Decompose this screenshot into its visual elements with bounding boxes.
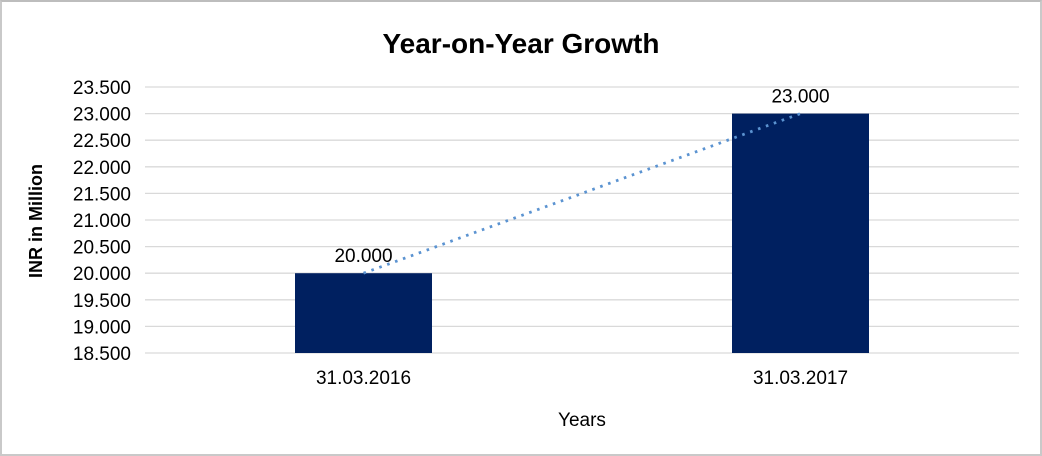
y-tick-label: 23.500 (73, 78, 131, 99)
trendline-layer (363, 112, 801, 275)
bar (732, 113, 869, 353)
bar (295, 273, 432, 353)
x-tick-label: 31.03.2016 (316, 368, 411, 389)
data-label: 20.000 (334, 246, 392, 267)
y-tick-label: 19.500 (73, 291, 131, 312)
x-axis-title: Years (558, 410, 606, 431)
chart-title: Year-on-Year Growth (383, 28, 660, 59)
y-tick-label: 23.000 (73, 105, 131, 126)
y-tick-label: 22.000 (73, 158, 131, 179)
y-tick-label: 22.500 (73, 131, 131, 152)
y-tick-label: 19.000 (73, 317, 131, 338)
y-tick-label: 21.500 (73, 184, 131, 205)
data-label: 23.000 (771, 87, 829, 108)
y-tick-label: 20.000 (73, 264, 131, 285)
y-tick-label: 18.500 (73, 344, 131, 365)
trend-line (363, 112, 801, 275)
y-axis-title: INR in Million (26, 164, 46, 278)
x-tick-label: 31.03.2017 (753, 368, 848, 389)
y-tick-label: 21.000 (73, 211, 131, 232)
labels-layer: 18.500 19.000 19.500 20.000 20.500 21.000 21.5… (73, 78, 848, 389)
gridlines-layer (145, 86, 1019, 354)
bars-layer (295, 113, 869, 353)
y-tick-label: 20.500 (73, 238, 131, 259)
